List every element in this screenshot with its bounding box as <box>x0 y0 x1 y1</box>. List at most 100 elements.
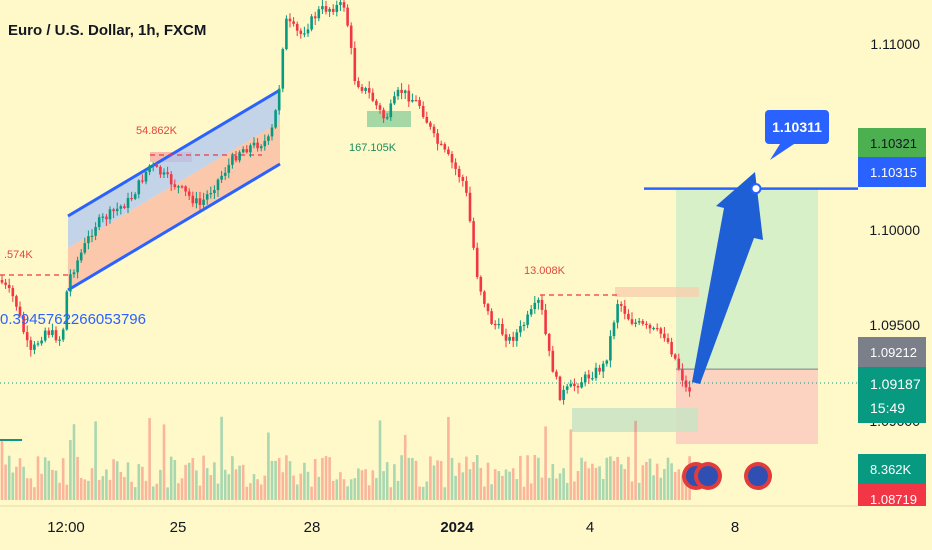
volume-bar <box>472 462 475 500</box>
candle-body <box>69 274 72 292</box>
channel-volume-label: 54.862K <box>136 125 178 137</box>
candle-body <box>227 164 231 173</box>
volume-bar <box>605 457 609 500</box>
eu-flag-icon <box>698 466 718 486</box>
volume-bar <box>292 475 295 500</box>
candle-body <box>619 304 623 306</box>
candle-body <box>184 186 187 192</box>
candle-body <box>637 321 641 323</box>
volume-bar <box>339 472 342 500</box>
candle-body <box>486 303 490 312</box>
candle-body <box>465 180 468 193</box>
candle-body <box>267 136 270 141</box>
volume-bar <box>684 475 688 500</box>
volume-bar <box>432 465 436 500</box>
candle-body <box>400 89 403 93</box>
candle-body <box>65 291 69 330</box>
candle-body <box>155 164 159 167</box>
candle-body <box>551 350 555 372</box>
eu-flag-icon <box>748 466 768 486</box>
volume-bar <box>609 456 612 500</box>
candle-body <box>79 252 83 261</box>
date-tick-label: 8 <box>731 519 739 536</box>
candle-body <box>108 209 112 220</box>
volume-bar <box>126 462 130 500</box>
candle-body <box>497 323 501 326</box>
volume-bar <box>277 457 281 500</box>
volume-bar <box>450 457 454 500</box>
volume-bar <box>562 468 565 500</box>
candle-body <box>393 96 396 104</box>
candle-body <box>396 89 400 97</box>
volume-bar <box>220 416 223 500</box>
volume-bar <box>537 457 540 500</box>
candle-body <box>324 6 328 12</box>
volume-bar <box>11 472 15 500</box>
volume-bar <box>33 487 36 500</box>
candle-body <box>36 343 40 345</box>
candle-body <box>594 367 598 379</box>
candle-body <box>418 100 421 107</box>
volume-bar <box>555 478 558 500</box>
volume-bar <box>79 478 83 500</box>
volume-bar <box>407 457 411 500</box>
candle-body <box>180 186 184 188</box>
candle-body <box>317 9 321 19</box>
candle-body <box>94 227 97 236</box>
candle-body <box>360 87 364 91</box>
volume-bar <box>231 456 234 500</box>
volume-bar <box>7 455 11 500</box>
candle-body <box>673 354 677 359</box>
consolidation-box <box>367 111 411 127</box>
volume-bar <box>141 466 144 500</box>
candle-body <box>688 387 691 392</box>
candle-body <box>598 367 601 372</box>
candle-body <box>663 333 666 339</box>
volume-bar <box>105 469 108 500</box>
candle-body <box>256 142 259 149</box>
volume-bar <box>346 486 349 500</box>
volume-bar <box>511 468 515 500</box>
candle-body <box>353 47 357 82</box>
volume-bar <box>439 461 443 500</box>
candle-body <box>461 177 465 181</box>
candle-body <box>677 358 681 369</box>
volume-bar <box>533 454 537 500</box>
volume-bar <box>108 479 112 500</box>
time-axis <box>0 506 858 550</box>
volume-bar <box>209 475 213 500</box>
candle-body <box>583 374 587 383</box>
candle-body <box>382 109 385 119</box>
price-label-stop-text: 1.08719 <box>870 492 917 507</box>
volume-bar <box>454 475 457 500</box>
candle-body <box>421 106 425 117</box>
candle-body <box>4 282 7 285</box>
volume-bar <box>670 463 673 500</box>
candle-body <box>313 16 317 19</box>
volume-bar <box>501 475 504 500</box>
volume-bar <box>87 480 90 500</box>
volume-bar <box>342 479 346 500</box>
candle-body <box>634 322 637 324</box>
volume-bar <box>54 470 58 500</box>
volume-bar <box>598 466 601 500</box>
candle-body <box>411 100 414 102</box>
candle-body <box>216 179 220 191</box>
volume-bar <box>371 470 375 500</box>
candle-body <box>472 221 475 248</box>
volume-bar <box>418 486 421 500</box>
volume-bar <box>612 460 616 500</box>
candle-body <box>33 344 36 350</box>
volume-bar <box>681 475 684 500</box>
volume-bar <box>594 467 598 500</box>
candle-body <box>612 322 616 337</box>
candle-body <box>526 314 529 325</box>
volume-bar <box>461 472 465 500</box>
candle-body <box>101 216 105 218</box>
candles <box>0 0 691 405</box>
candle-body <box>529 309 533 315</box>
candle-body <box>11 288 15 297</box>
target-callout <box>765 110 829 144</box>
